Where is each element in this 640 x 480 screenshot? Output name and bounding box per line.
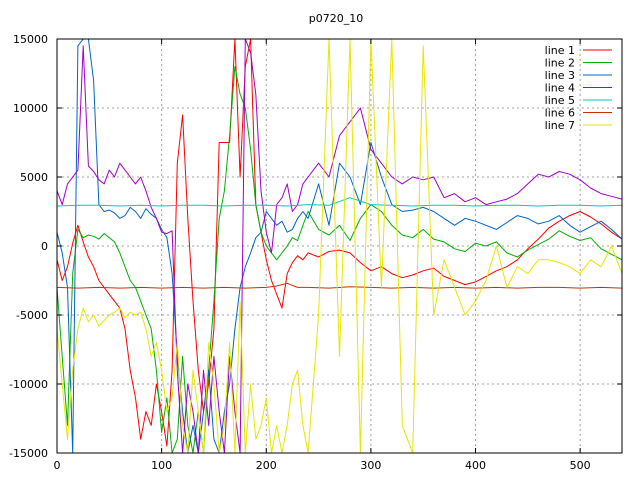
legend-label: line 6 [545,107,575,120]
legend-label: line 2 [545,57,575,70]
legend-label: line 4 [545,82,575,95]
x-tick-label: 500 [570,459,591,472]
x-tick-label: 400 [465,459,486,472]
series-line-5 [57,197,622,207]
y-tick-label: -5000 [16,309,48,322]
y-tick-label: 10000 [13,102,48,115]
y-tick-label: 5000 [20,171,48,184]
y-tick-label: -10000 [9,378,48,391]
legend-label: line 1 [545,44,575,57]
x-tick-label: 200 [256,459,277,472]
x-tick-label: 100 [151,459,172,472]
chart-title: p0720_10 [309,12,363,25]
series-line-3 [57,39,622,453]
x-tick-label: 0 [54,459,61,472]
legend-label: line 5 [545,94,575,107]
series-line-7 [57,39,622,453]
series-line-4 [57,39,622,453]
y-tick-label: 0 [41,240,48,253]
series-group [57,39,622,453]
x-tick-label: 300 [360,459,381,472]
series-line-6 [57,282,622,289]
y-tick-label: 15000 [13,33,48,46]
y-tick-label: -15000 [9,447,48,460]
legend-label: line 7 [545,119,575,132]
legend-label: line 3 [545,69,575,82]
axis-ticks: 0 100 200 300 400 500 -15000 -10000 -5000 0 5000 10… [9,33,622,472]
